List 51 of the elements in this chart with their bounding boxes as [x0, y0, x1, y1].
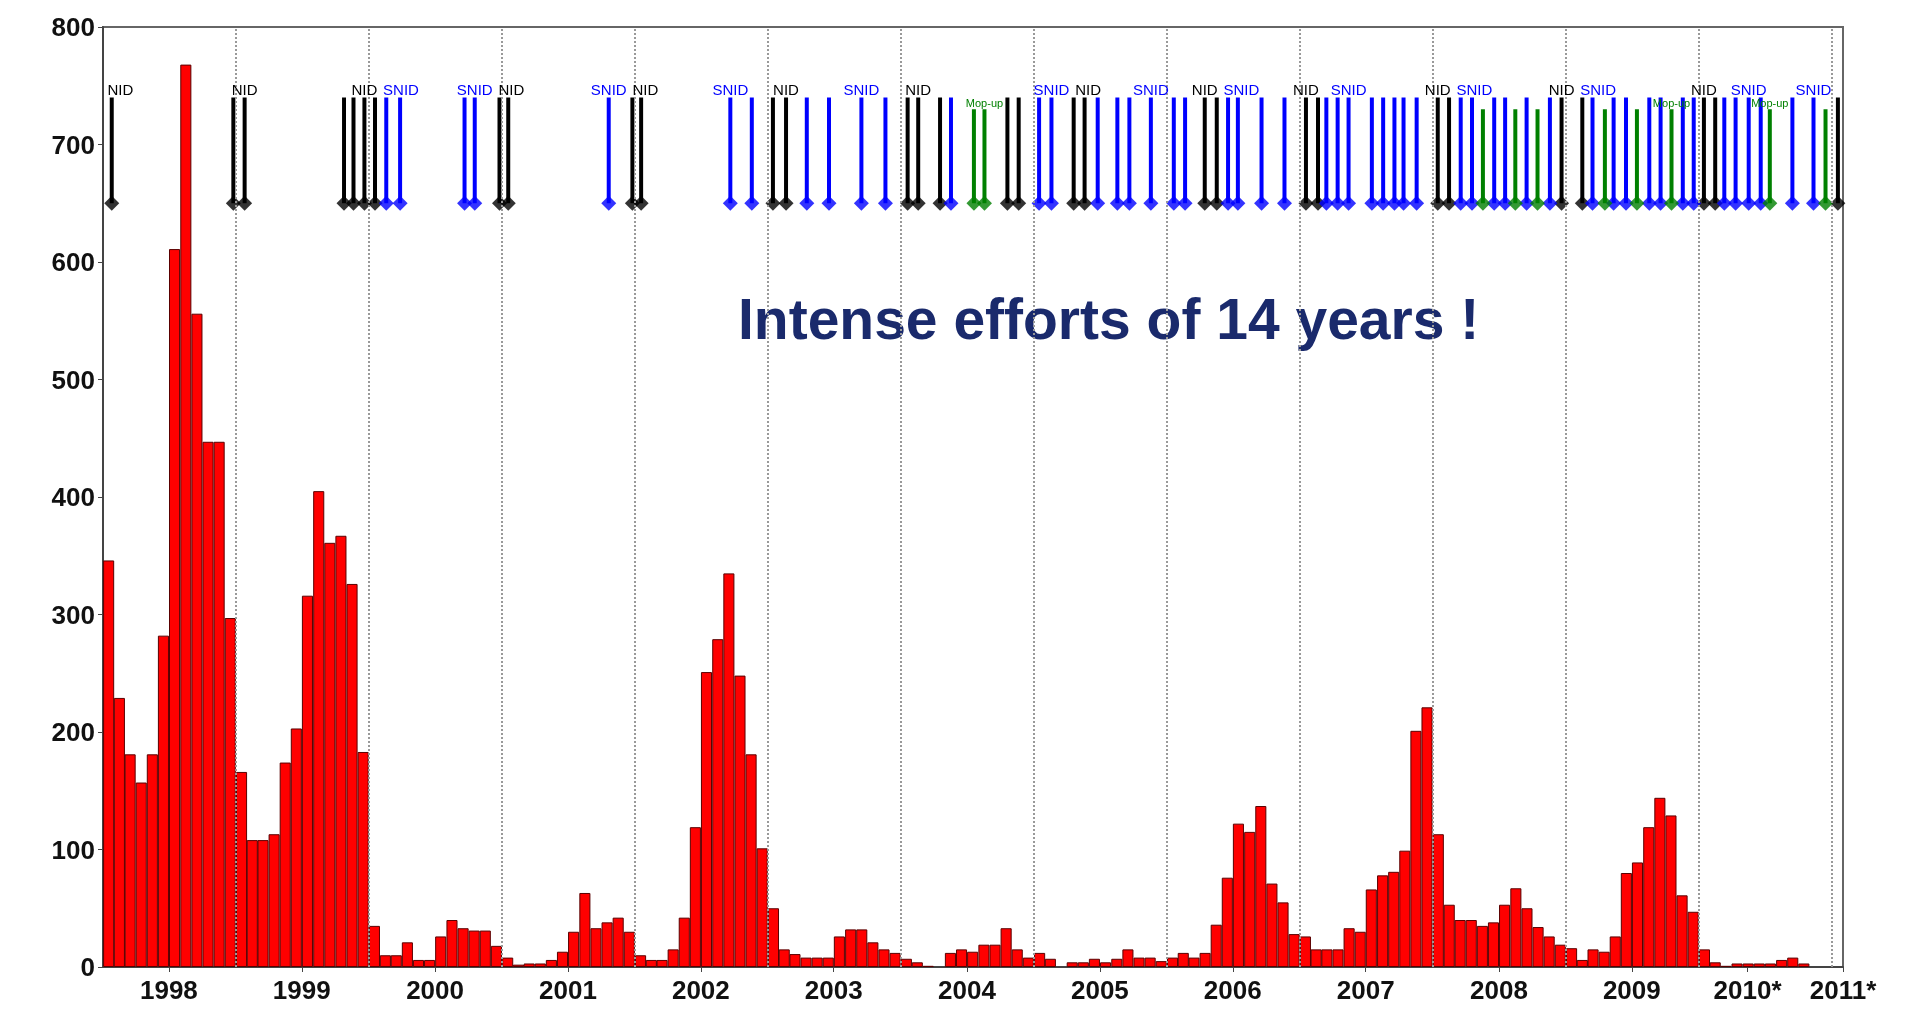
x-tick-label: 2006	[1203, 975, 1262, 1005]
y-tick-label: 800	[51, 12, 95, 42]
x-tick-label: 2003	[804, 975, 863, 1005]
y-tick-label: 600	[51, 247, 95, 277]
x-tick-label: 2010*	[1713, 975, 1783, 1005]
annotation: NID	[1293, 80, 1320, 98]
y-tick-label: 200	[51, 717, 95, 747]
x-tick-label: 1999	[272, 975, 331, 1005]
x-tick-label: 2001	[539, 975, 597, 1005]
x-tick-label: 2004	[938, 975, 997, 1005]
annotation: NID	[1424, 80, 1451, 98]
annotation: SNID	[1580, 80, 1617, 98]
annotation: NID	[1191, 80, 1218, 98]
x-tick-label: 2008	[1470, 975, 1528, 1005]
annotation: SNID	[1795, 80, 1832, 98]
annotation: SNID	[1223, 80, 1260, 98]
y-tick-label: 700	[51, 129, 95, 160]
annotation: Intense efforts of 14 years !	[738, 286, 1480, 351]
annotation: NID	[1690, 80, 1717, 98]
annotation: SNID	[843, 80, 880, 98]
annotation: NID	[351, 80, 378, 98]
annotation: Mop-up	[965, 96, 1004, 109]
annotation: NID	[1075, 80, 1102, 98]
x-tick-label: 2007	[1336, 975, 1395, 1005]
annotation: NID	[498, 80, 525, 98]
annotation: NID	[632, 80, 659, 98]
x-tick-label: 2002	[671, 975, 730, 1005]
y-tick-label: 0	[80, 952, 95, 982]
annotation: NID	[231, 80, 258, 98]
annotation: NID	[905, 80, 932, 98]
x-tick-label: 2000	[406, 975, 464, 1005]
annotation: SNID	[383, 80, 420, 98]
annotation: SNID	[1730, 80, 1767, 98]
x-tick-label: 2005	[1070, 975, 1129, 1005]
y-tick-label: 300	[51, 599, 95, 630]
y-tick-label: 100	[51, 834, 95, 865]
y-tick-label: 500	[51, 364, 95, 395]
annotation: SNID	[712, 80, 749, 98]
y-tick-label: 400	[51, 482, 95, 512]
x-tick-label: 2011*	[1809, 975, 1878, 1005]
annotation: NID	[107, 80, 134, 98]
annotation: NID	[773, 80, 800, 98]
annotation: NID	[1548, 80, 1575, 98]
annotation: SNID	[1132, 80, 1169, 98]
x-tick-label: 1998	[139, 975, 198, 1005]
annotation: SNID	[1033, 80, 1070, 98]
x-tick-label: 2009	[1602, 975, 1661, 1005]
annotation: SNID	[590, 80, 627, 98]
annotation: SNID	[456, 80, 493, 98]
annotation: SNID	[1330, 80, 1367, 98]
annotation: SNID	[1456, 80, 1493, 98]
